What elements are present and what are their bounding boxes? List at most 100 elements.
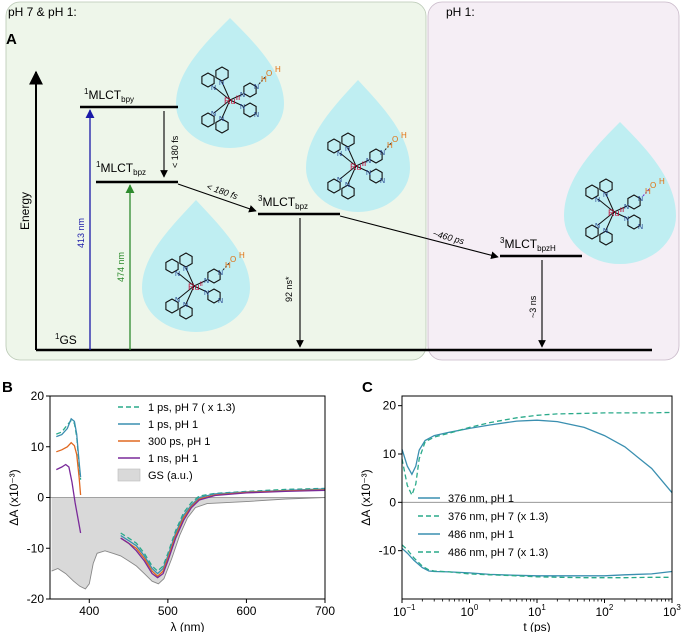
label-bpy-to-bpz: < 180 fs	[170, 135, 180, 168]
mlct-bpzh-molecule-ruthenium-center: RuIII	[608, 208, 625, 218]
mlct-bpz-molecule-ring	[327, 138, 341, 154]
panel-b-y-axis-label: ΔA (x10⁻³)	[7, 469, 21, 525]
gs-molecule-ring	[179, 252, 193, 268]
mlct-bpz-molecule-nitrogen-atom: N	[380, 150, 385, 157]
mlct-bpzh-molecule-nitrogen-atom: N	[603, 192, 608, 199]
gs-molecule-ring	[165, 298, 179, 314]
mlct-bpzh-molecule-nitrogen-atom: N	[595, 223, 600, 230]
panel-c-plot-frame	[401, 395, 673, 600]
gs-molecule-nitrogen-atom: N	[175, 271, 180, 278]
label-gs: 1GS	[55, 332, 77, 347]
legend-entry: 486 nm, pH 1	[448, 529, 514, 541]
panel-b-x-tick-label: 600	[236, 604, 256, 618]
mlct-bpy-molecule-nitrogen-atom: N	[219, 80, 224, 87]
excitation-label-413: 413 nm	[76, 218, 86, 248]
panel-b-y-tick-label: 10	[31, 440, 45, 454]
gs-molecule-nitrogen-atom: N	[183, 302, 188, 309]
mlct-bpz-molecule-water-oxygen: O	[392, 135, 398, 144]
molecule-drop-mlct-bpzh	[564, 122, 676, 264]
series-line-1-ns-ph-1	[56, 463, 82, 534]
mlct-bpy-molecule-ring	[215, 118, 229, 134]
mlct-bpzh-molecule-ring	[599, 178, 613, 194]
gs-molecule-water-hydrogen: H	[239, 251, 245, 260]
panel-b-x-tick-label: 500	[158, 604, 178, 618]
arrow-proton-transfer	[339, 215, 499, 259]
legend-entry: 1 ps, pH 1	[148, 419, 198, 431]
mlct-bpy-molecule-ruthenium-center: RuIII	[224, 96, 241, 106]
molecule-drop-mlct-bpz	[306, 80, 410, 212]
panel-c-x-tick-label: 101	[528, 603, 546, 619]
mlct-bpz-molecule-nitrogen-atom: N	[337, 151, 342, 158]
ground-state-line	[51, 497, 326, 590]
mlct-bpy-molecule-water-oxygen: O	[266, 69, 272, 78]
mlct-bpz-molecule-coordination-bond	[339, 152, 357, 167]
label-mlct-bpz-singlet: 1MLCTbpz	[96, 160, 146, 177]
label-mlct-bpy: 1MLCTbpy	[84, 87, 134, 104]
region-ph7-ph1-label: pH 7 & pH 1:	[8, 5, 77, 19]
molecule-drop-gs	[142, 200, 250, 332]
mlct-bpy-molecule-coordination-bond	[213, 86, 231, 101]
region-ph1-label: pH 1:	[446, 5, 475, 19]
mlct-bpy-molecule-ring	[243, 82, 257, 98]
panel-b-x-axis-label: λ (nm)	[171, 620, 205, 632]
label-mlct-bpz-triplet: 3MLCTbpz	[258, 194, 308, 211]
mlct-bpzh-molecule-ring	[585, 184, 599, 200]
mlct-bpzh-molecule-nitrogen-atom: N	[624, 216, 629, 223]
panel-b-y-tick-label: -10	[27, 541, 45, 555]
gs-molecule-coordination-bond	[185, 267, 195, 287]
mlct-bpy-molecule-nitrogen-atom: N	[211, 85, 216, 92]
gs-molecule-coordination-bond	[193, 285, 208, 293]
gs-molecule-nitrogen-atom: N	[204, 290, 209, 297]
gs-molecule-nitrogen-atom: N	[175, 297, 180, 304]
mlct-bpz-molecule-hydrogen-bond	[384, 141, 393, 151]
mlct-bpz-molecule-ring	[341, 132, 355, 148]
mlct-bpzh-molecule-ring	[599, 230, 613, 246]
mlct-bpzh-molecule-nitrogen-atom: N	[638, 196, 643, 203]
mlct-bpy-molecule-nitrogen-atom: N	[219, 116, 224, 123]
mlct-bpz-molecule-coordination-bond	[347, 147, 357, 167]
mlct-bpz-molecule-coordination-bond	[355, 159, 370, 167]
mlct-bpzh-molecule-nitrogen-atom: N	[603, 228, 608, 235]
panel-b-y-tick-label: -20	[27, 592, 45, 606]
mlct-bpy-molecule-coordination-bond	[229, 99, 244, 107]
legend-swatch	[117, 468, 141, 482]
mlct-bpz-molecule-ring	[341, 184, 355, 200]
mlct-bpz-molecule-nitrogen-atom: N	[345, 182, 350, 189]
mlct-bpy-molecule-ring	[201, 72, 215, 88]
mlct-bpzh-molecule-water-hydrogen: H	[659, 177, 665, 186]
series-line-486-nm-ph-7-x-1-3-	[401, 544, 672, 579]
panel-c-x-tick-label: 100	[461, 603, 479, 619]
mlct-bpzh-molecule-nitrogen-atom: N	[638, 224, 643, 231]
panel-c-y-tick-label: -10	[379, 544, 397, 558]
panel-c-y-tick-label: 0	[389, 495, 396, 509]
mlct-bpz-molecule-ring	[369, 148, 383, 164]
mlct-bpzh-molecule-coordination-bond	[605, 211, 615, 231]
mlct-bpy-molecule-nitrogen-atom: N	[240, 104, 245, 111]
ground-state-area	[51, 497, 325, 589]
legend-entry: 376 nm, pH 1	[448, 493, 514, 505]
panel-b-y-tick-label: 0	[37, 491, 44, 505]
gs-molecule-ruthenium-center: RuII	[188, 282, 203, 292]
energy-axis-label: Energy	[18, 192, 32, 230]
mlct-bpzh-molecule-ring	[627, 194, 641, 210]
mlct-bpy-molecule-ring	[215, 66, 229, 82]
mlct-bpzh-molecule-water-oxygen: O	[650, 181, 656, 190]
mlct-bpy-molecule-ring	[243, 102, 257, 118]
panel-b-y-tick-label: 20	[31, 389, 45, 403]
mlct-bpz-molecule-water-hydrogen: H	[401, 131, 407, 140]
mlct-bpz-molecule-water-hydrogen: H	[387, 141, 393, 150]
gs-molecule-coordination-bond	[193, 279, 208, 287]
mlct-bpz-molecule-nitrogen-atom: N	[345, 146, 350, 153]
mlct-bpy-molecule-coordination-bond	[221, 81, 231, 101]
gs-molecule-coordination-bond	[177, 285, 195, 300]
mlct-bpz-molecule-nitrogen-atom: N	[366, 170, 371, 177]
legend-entry: 1 ns, pH 1	[148, 453, 198, 465]
gs-molecule-nitrogen-atom: N	[218, 298, 223, 305]
mlct-bpy-molecule-nitrogen-atom: N	[211, 111, 216, 118]
panel-c-x-tick-label: 102	[596, 603, 614, 619]
mlct-bpzh-molecule-ring	[627, 214, 641, 230]
gs-molecule-coordination-bond	[185, 285, 195, 305]
